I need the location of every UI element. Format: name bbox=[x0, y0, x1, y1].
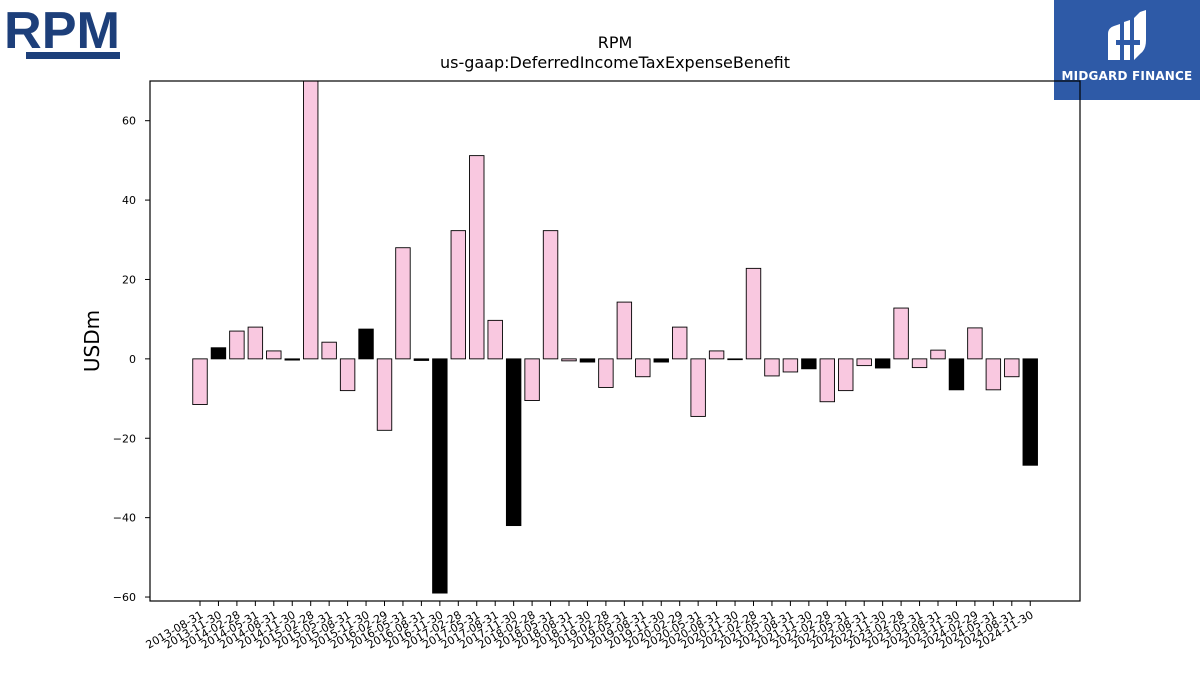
y-tick-label: 0 bbox=[129, 353, 136, 366]
bar bbox=[395, 247, 411, 360]
bar bbox=[469, 155, 485, 360]
bar bbox=[524, 358, 540, 401]
bar bbox=[450, 230, 466, 360]
bar bbox=[210, 347, 227, 360]
bar bbox=[505, 358, 522, 527]
rpm-logo-underline bbox=[26, 52, 120, 59]
bar bbox=[1022, 358, 1038, 466]
bar bbox=[653, 358, 669, 363]
y-axis: −60 −40 −20 0 20 40 60 bbox=[113, 115, 150, 604]
chart-title: RPM bbox=[597, 33, 633, 52]
midgard-brand-text: MIDGARD FINANCE bbox=[1061, 69, 1193, 83]
bar bbox=[801, 358, 817, 370]
midgard-logo-mark bbox=[1108, 10, 1146, 60]
bar bbox=[266, 350, 282, 360]
bar bbox=[672, 326, 688, 360]
bar bbox=[487, 319, 503, 360]
bar bbox=[874, 358, 891, 369]
bars-group bbox=[192, 81, 1038, 594]
bar bbox=[432, 358, 448, 594]
bar bbox=[708, 350, 725, 360]
bar bbox=[838, 358, 854, 392]
y-tick-label: 60 bbox=[122, 115, 136, 128]
rpm-logo-graphic: RPM bbox=[4, 2, 120, 60]
chart-subtitle: us-gaap:DeferredIncomeTaxExpenseBenefit bbox=[439, 53, 791, 72]
bar bbox=[948, 358, 965, 391]
bar bbox=[376, 358, 393, 431]
y-tick-label: −40 bbox=[113, 512, 136, 525]
bar bbox=[358, 328, 374, 360]
bar bbox=[690, 358, 706, 417]
plot-frame bbox=[149, 80, 1081, 602]
x-axis: 2013-08-312013-11-302014-02-282014-05-31… bbox=[144, 601, 1036, 652]
bar bbox=[727, 358, 743, 361]
y-tick-label: 40 bbox=[122, 194, 136, 207]
bar bbox=[229, 330, 245, 360]
bar bbox=[985, 358, 1002, 391]
rpm-logo-text: RPM bbox=[4, 4, 120, 60]
bar bbox=[967, 327, 983, 360]
bar bbox=[413, 358, 430, 361]
bar bbox=[745, 267, 762, 360]
y-tick-label: 20 bbox=[122, 273, 136, 286]
bar bbox=[616, 301, 633, 360]
bar bbox=[1004, 358, 1020, 378]
bar bbox=[911, 358, 928, 369]
bar bbox=[303, 81, 319, 360]
bar bbox=[764, 358, 780, 377]
bar bbox=[339, 358, 356, 392]
midgard-finance-logo: MIDGARD FINANCE bbox=[1054, 0, 1200, 100]
bar bbox=[819, 358, 835, 403]
bar bbox=[284, 358, 300, 361]
bar bbox=[192, 358, 208, 405]
rpm-logo: RPM bbox=[4, 2, 122, 62]
bar bbox=[635, 358, 651, 378]
bar bbox=[542, 230, 559, 360]
bar bbox=[321, 341, 337, 360]
y-tick-label: −60 bbox=[113, 591, 136, 604]
y-axis-label: USDm bbox=[80, 310, 104, 372]
bar bbox=[782, 358, 799, 373]
bar bbox=[893, 307, 909, 360]
bar bbox=[561, 358, 577, 362]
bar bbox=[930, 349, 946, 360]
bar bbox=[579, 358, 596, 363]
bar bbox=[247, 326, 264, 360]
y-tick-label: −20 bbox=[113, 432, 136, 445]
bar bbox=[856, 358, 872, 367]
bar bbox=[598, 358, 614, 388]
